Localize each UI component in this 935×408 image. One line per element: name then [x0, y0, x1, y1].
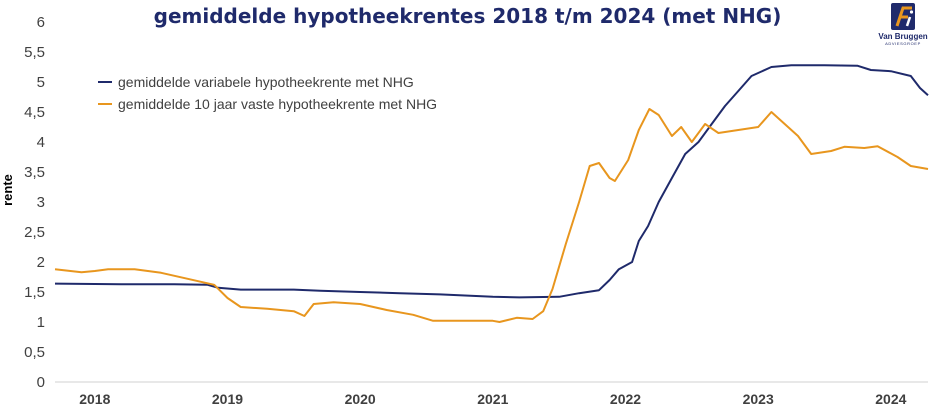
y-tick-label: 2,5: [24, 224, 45, 241]
x-tick-label: 2020: [345, 391, 376, 407]
y-tick-label: 0,5: [24, 344, 45, 361]
y-tick-label: 4,5: [24, 104, 45, 121]
y-axis-label: rente: [0, 174, 15, 206]
y-tick-label: 4: [37, 134, 45, 151]
series-line-variable: [54, 64, 929, 299]
company-logo: Van Bruggen ADVIESGROEP: [873, 2, 933, 48]
y-tick-label: 5: [37, 74, 45, 91]
logo-name: Van Bruggen: [878, 32, 928, 41]
x-axis: 2018 2019 2020 2021 2022 2023 2024: [55, 381, 928, 407]
x-tick-label: 2023: [743, 391, 774, 407]
legend-label: gemiddelde variabele hypotheekrente met …: [118, 74, 414, 90]
chart-title: gemiddelde hypotheekrentes 2018 t/m 2024…: [153, 4, 782, 28]
y-tick-label: 3: [37, 194, 45, 211]
legend-label: gemiddelde 10 jaar vaste hypotheekrente …: [118, 96, 437, 112]
y-tick-label: 5,5: [24, 44, 45, 61]
y-tick-label: 1,5: [24, 284, 45, 301]
legend: gemiddelde variabele hypotheekrente met …: [98, 74, 437, 112]
logo-subtitle: ADVIESGROEP: [885, 41, 921, 46]
y-tick-label: 1: [37, 314, 45, 331]
x-tick-label: 2021: [477, 391, 508, 407]
y-axis: 0 0,5 1 1,5 2 2,5 3 3,5 4 4,5 5 5,5 6: [24, 14, 45, 391]
series-line-fixed-10y: [54, 108, 929, 323]
y-tick-label: 3,5: [24, 164, 45, 181]
x-tick-label: 2018: [79, 391, 110, 407]
logo-mark-icon: [891, 3, 915, 30]
x-tick-label: 2019: [212, 391, 243, 407]
series-lines: [54, 64, 929, 323]
y-tick-label: 0: [37, 374, 45, 391]
x-tick-label: 2022: [610, 391, 641, 407]
y-tick-label: 6: [37, 14, 45, 31]
y-tick-label: 2: [37, 254, 45, 271]
x-tick-label: 2024: [875, 391, 906, 407]
